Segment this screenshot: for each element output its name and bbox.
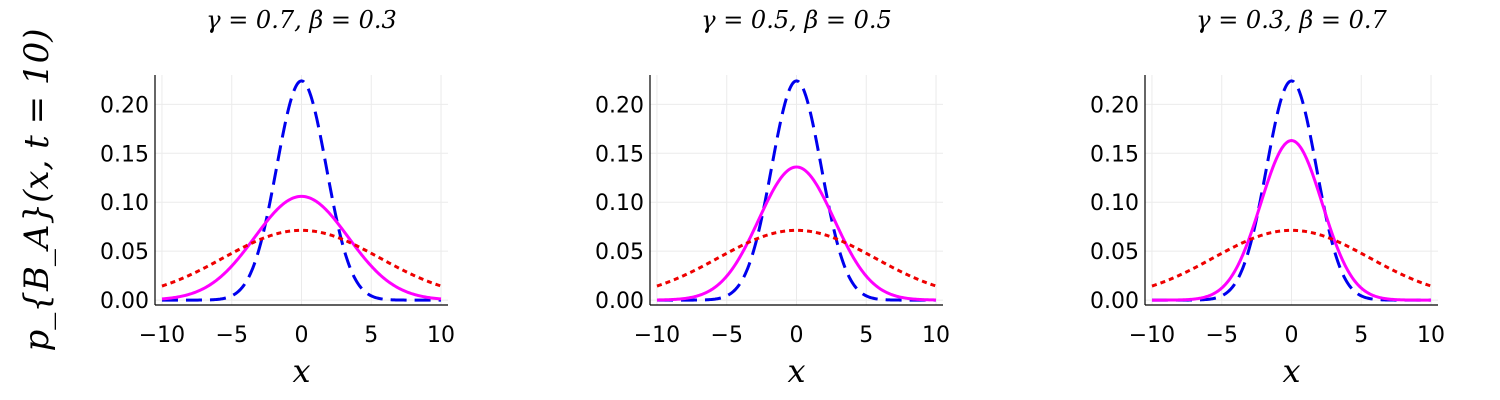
x-tick-label: 0: [1285, 323, 1299, 348]
x-axis-label: x: [787, 352, 805, 390]
x-tick-label: 0: [790, 323, 804, 348]
y-axis-label-text: p_{B_A}(x, t = 10): [17, 29, 57, 352]
y-tick-label: 0.20: [595, 93, 644, 118]
panel-title: γ = 0.5, β = 0.5: [701, 6, 892, 34]
panel-3: −10 −5 0 5 10 0.00 0.05 0.10 0.15 0.20 γ = 0.3, β …: [1090, 6, 1445, 390]
x-tick-label: −5: [216, 323, 248, 348]
y-tick-label: 0.05: [595, 240, 644, 265]
solid-series-line: [656, 165, 937, 302]
panel-2: −10 −5 0 5 10 0.00 0.05 0.10 0.15 0.20 γ = 0.5, β …: [595, 6, 950, 390]
panel-1: −10 −5 0 5 10 0.00 0.05 0.10 0.15 0.20 γ = 0.7, β …: [100, 6, 455, 390]
y-axis-label: p_{B_A}(x, t = 10): [17, 29, 57, 352]
x-tick-label: −10: [634, 323, 680, 348]
dashed-series-line: [161, 79, 442, 302]
x-tick-label: 5: [1354, 323, 1368, 348]
y-tick-label: 0.15: [1090, 142, 1139, 167]
dotted-series-line: [161, 228, 442, 288]
x-tick-label: −10: [1129, 323, 1175, 348]
x-tick-label: 10: [427, 323, 455, 348]
y-tick-label: 0.10: [100, 191, 149, 216]
y-tick-label: 0.00: [100, 289, 149, 314]
x-tick-label: 5: [364, 323, 378, 348]
solid-series-line: [161, 194, 442, 301]
y-tick-label: 0.20: [1090, 93, 1139, 118]
x-axis-label: x: [1282, 352, 1300, 390]
x-tick-label: 0: [295, 323, 309, 348]
x-tick-label: 10: [922, 323, 950, 348]
y-tick-label: 0.10: [1090, 191, 1139, 216]
y-tick-label: 0.00: [1090, 289, 1139, 314]
x-axis-label: x: [292, 352, 310, 390]
y-tick-label: 0.10: [595, 191, 644, 216]
dashed-series-line: [656, 79, 937, 302]
panel-title: γ = 0.7, β = 0.3: [206, 6, 397, 34]
y-tick-label: 0.05: [100, 240, 149, 265]
x-tick-label: 5: [859, 323, 873, 348]
panel-title: γ = 0.3, β = 0.7: [1196, 6, 1387, 34]
y-tick-label: 0.05: [1090, 240, 1139, 265]
x-tick-label: −5: [711, 323, 743, 348]
solid-series-line: [1151, 139, 1432, 302]
x-tick-label: 10: [1417, 323, 1445, 348]
dotted-series-line: [1151, 228, 1432, 288]
y-tick-label: 0.15: [100, 142, 149, 167]
x-tick-label: −5: [1206, 323, 1238, 348]
x-tick-label: −10: [139, 323, 185, 348]
dotted-series-line: [656, 228, 937, 288]
y-tick-label: 0.00: [595, 289, 644, 314]
y-tick-label: 0.20: [100, 93, 149, 118]
y-tick-label: 0.15: [595, 142, 644, 167]
